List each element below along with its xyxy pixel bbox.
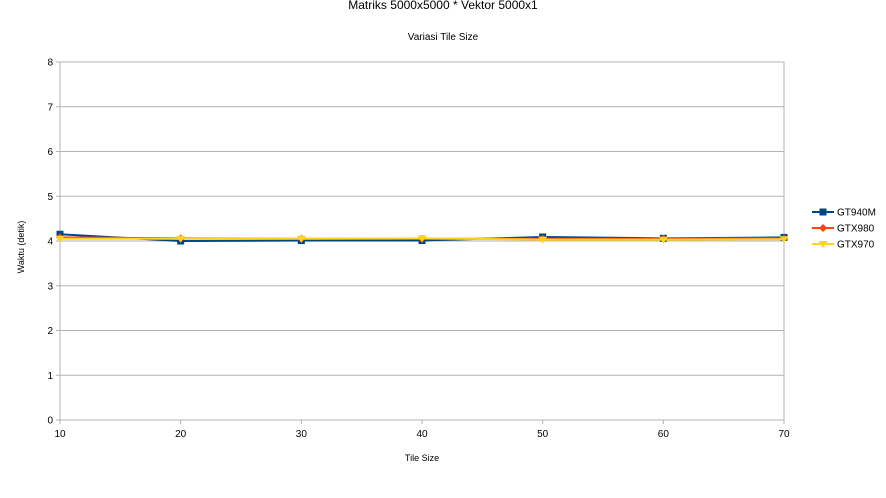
x-tick-label: 30 — [296, 429, 308, 440]
y-tick-label: 1 — [47, 371, 53, 382]
data-point — [658, 236, 668, 244]
data-point — [417, 235, 427, 243]
y-tick-label: 8 — [47, 58, 53, 69]
x-tick-label: 40 — [416, 429, 428, 440]
y-axis-ticks: 0 1 2 3 4 5 6 7 8 — [47, 58, 60, 427]
y-tick-label: 4 — [47, 237, 53, 248]
y-axis-label: Waktu (detik) — [16, 221, 26, 274]
legend-item: GTX970 — [812, 240, 875, 251]
y-tick-label: 7 — [47, 102, 53, 113]
y-tick-label: 6 — [47, 147, 53, 158]
x-tick-label: 10 — [54, 429, 66, 440]
data-point — [296, 235, 306, 243]
chart-title: Matriks 5000x5000 * Vektor 5000x1 — [348, 0, 538, 12]
y-tick-label: 0 — [47, 416, 53, 427]
data-point — [55, 235, 65, 243]
chart-subtitle: Variasi Tile Size — [408, 32, 479, 43]
data-point — [779, 236, 789, 244]
legend-label: GTX970 — [837, 240, 875, 251]
x-axis-label: Tile Size — [405, 453, 439, 463]
x-axis-ticks: 10 20 30 40 50 60 70 — [54, 420, 790, 440]
data-point — [176, 235, 186, 243]
legend-item: GTX980 — [812, 224, 875, 235]
x-tick-label: 20 — [175, 429, 187, 440]
y-tick-label: 3 — [47, 281, 53, 292]
legend-label: GT940M — [837, 208, 876, 219]
x-tick-label: 50 — [537, 429, 549, 440]
x-tick-label: 70 — [778, 429, 790, 440]
series-gtx970 — [55, 235, 789, 244]
legend-marker — [819, 208, 827, 216]
legend-item: GT940M — [812, 208, 876, 219]
x-tick-label: 60 — [658, 429, 670, 440]
legend-marker — [818, 241, 828, 248]
y-tick-label: 5 — [47, 192, 53, 203]
legend-marker — [819, 224, 827, 232]
data-point — [538, 236, 548, 244]
legend-label: GTX980 — [837, 224, 875, 235]
series-group — [55, 230, 789, 245]
legend: GT940M GTX980 GTX970 — [812, 208, 876, 251]
y-tick-label: 2 — [47, 326, 53, 337]
